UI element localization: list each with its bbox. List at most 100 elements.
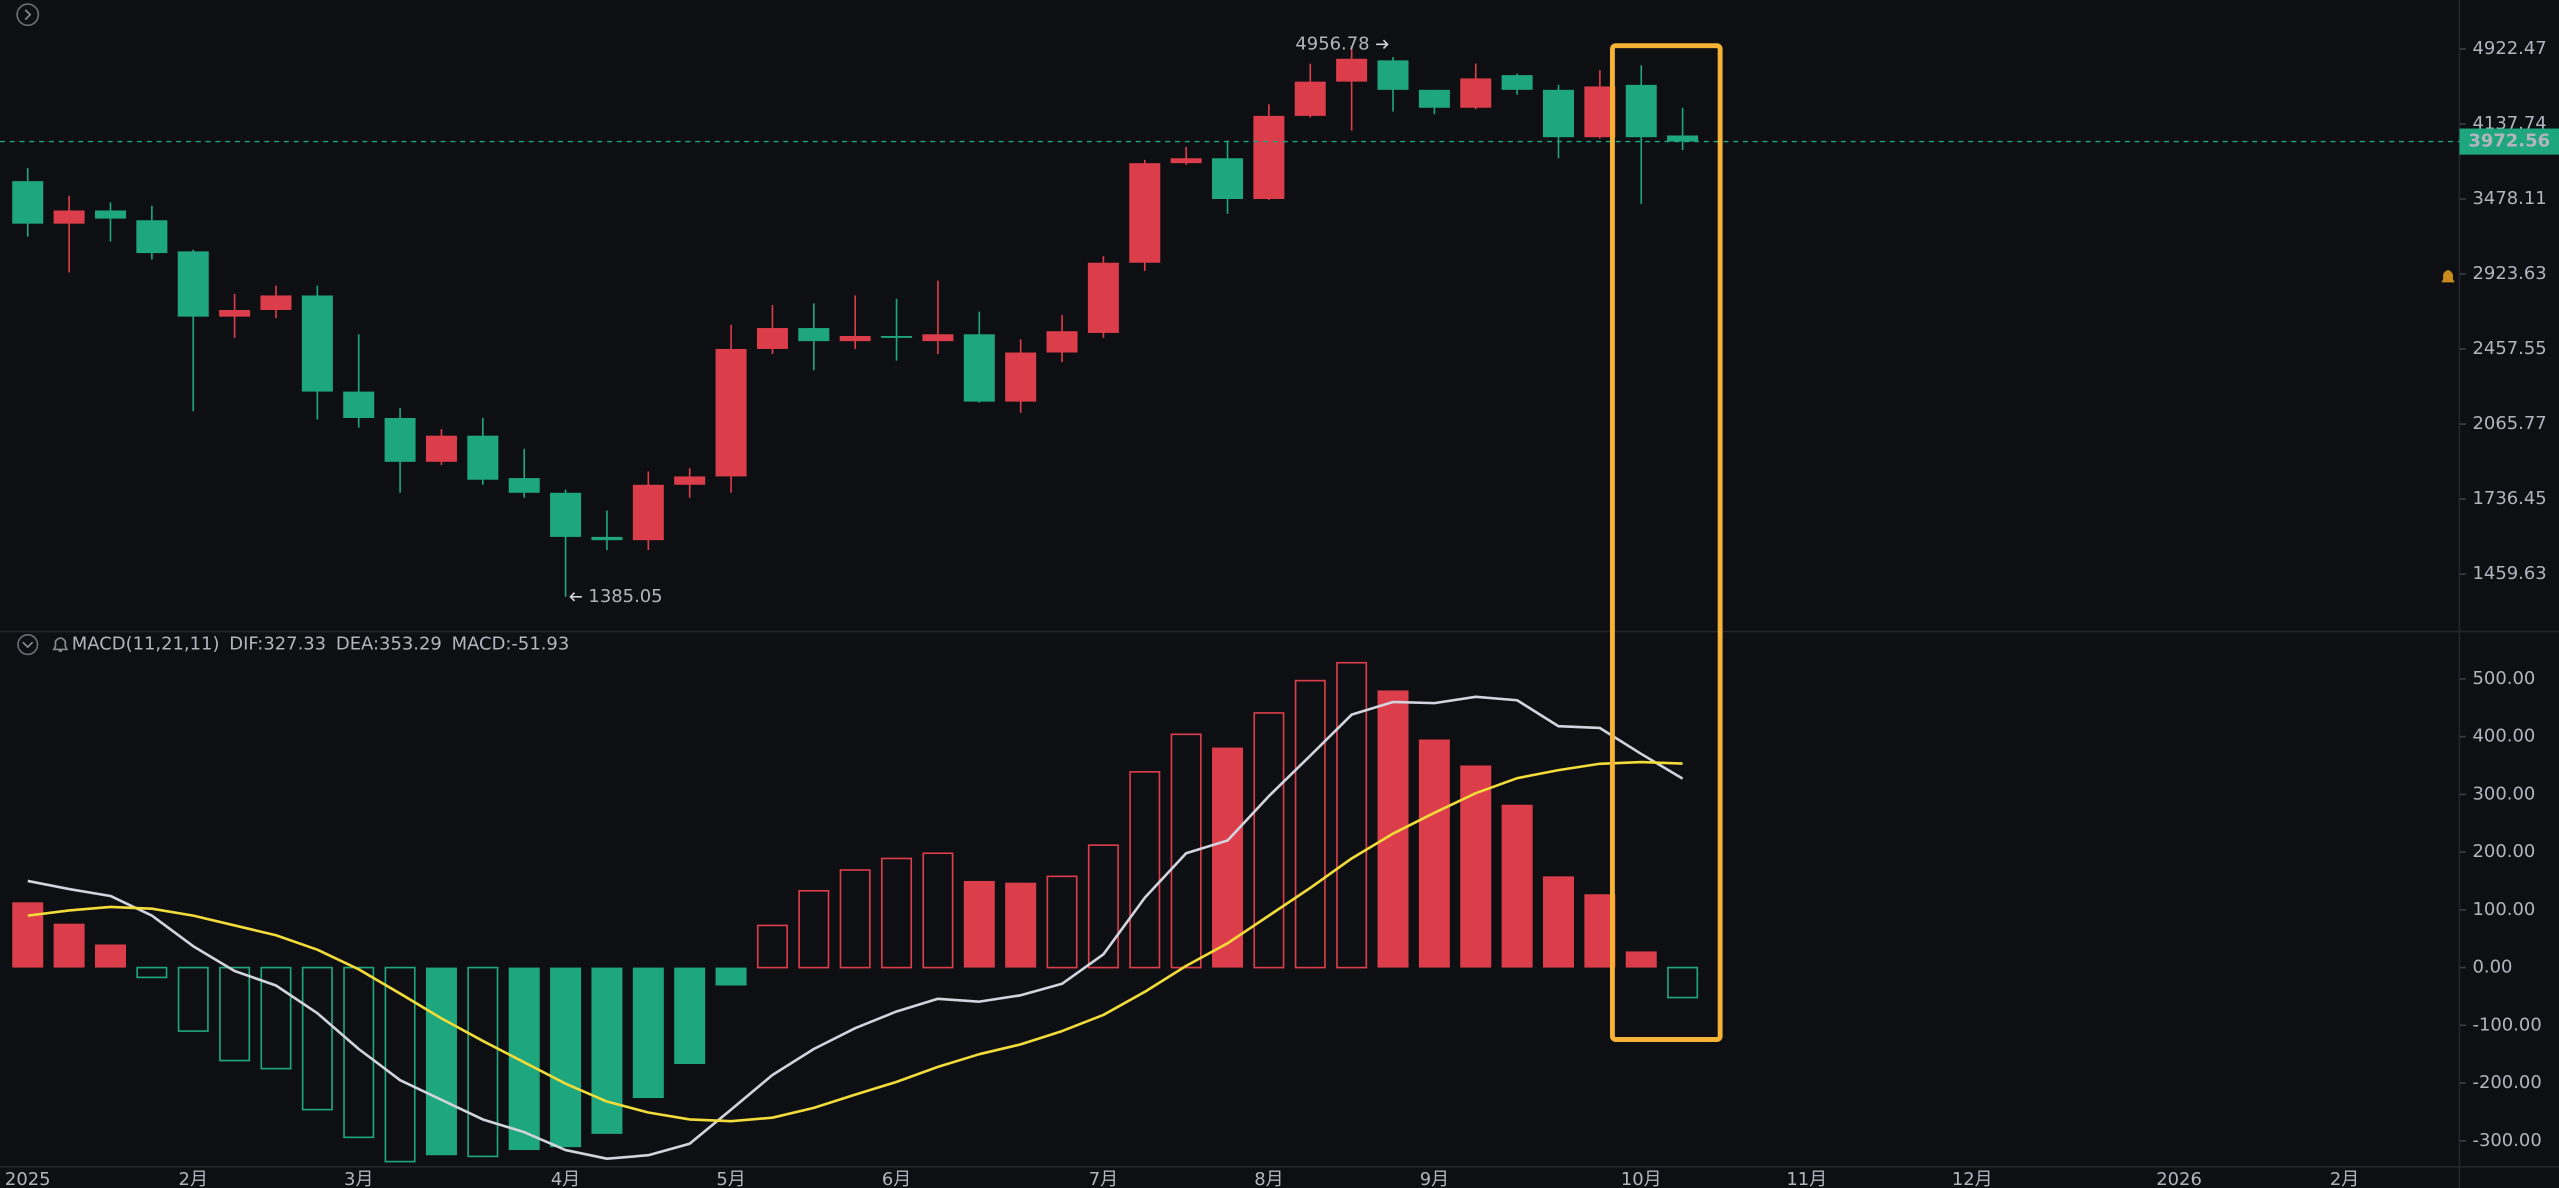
histogram-bar: [177, 966, 209, 1032]
x-tick-label: 7月: [1089, 1169, 1118, 1188]
last-price-box: [2459, 128, 2559, 155]
last-price-label: 3972.56: [2468, 131, 2550, 152]
macd-collapse-icon[interactable]: [17, 633, 39, 656]
y-tick-label: -200.00: [2473, 1072, 2542, 1093]
histogram-bar: [550, 967, 582, 1148]
marks: 4922.474137.743478.112923.632457.552065.…: [0, 33, 2559, 1188]
histogram-bar: [508, 967, 540, 1151]
histogram-bar: [963, 880, 995, 968]
histogram-bar: [756, 924, 788, 969]
y-tick-label: 2065.77: [2473, 413, 2547, 434]
candle-body: [1542, 89, 1574, 138]
x-tick-label: 5月: [716, 1169, 745, 1188]
low-label: 1385.05: [588, 586, 662, 607]
histogram-bar: [467, 966, 499, 1158]
histogram-bar: [219, 966, 251, 1062]
x-tick-label: 2月: [179, 1169, 208, 1188]
histogram-bar: [591, 967, 623, 1134]
y-tick-label: 2923.63: [2473, 263, 2547, 284]
x-tick-label: 3月: [344, 1169, 373, 1188]
histogram-bar: [1087, 844, 1119, 969]
candle-body: [632, 484, 664, 541]
candle-body: [674, 476, 706, 485]
histogram-bar: [425, 967, 457, 1156]
candle-body: [881, 335, 913, 338]
candle-body: [53, 210, 85, 224]
collapse-icon[interactable]: [16, 3, 40, 27]
histogram-bar: [922, 852, 954, 969]
x-tick-label: 8月: [1254, 1169, 1283, 1188]
histogram-bar: [1542, 876, 1574, 968]
histogram-bar: [839, 869, 871, 969]
candle-body: [839, 335, 871, 342]
candle-body: [343, 391, 375, 419]
candle-body: [219, 310, 251, 317]
x-tick-label: 9月: [1420, 1169, 1449, 1188]
alert-marker[interactable]: [2441, 270, 2455, 283]
histogram-bar: [1253, 712, 1285, 969]
candle-body: [1212, 158, 1244, 200]
low-arrow: [569, 592, 582, 602]
histogram-bar: [1501, 804, 1533, 968]
candle-body: [508, 478, 540, 493]
histogram-bar: [798, 889, 830, 969]
candle-body: [550, 492, 582, 537]
histogram-bar: [53, 923, 85, 968]
y-tick-label: 300.00: [2473, 783, 2536, 804]
histogram-bar: [715, 967, 747, 986]
histogram-bar: [384, 966, 416, 1163]
high-label: 4956.78: [1295, 33, 1369, 54]
candle-body: [136, 220, 168, 254]
candle-body: [591, 536, 623, 541]
candle-body: [260, 295, 292, 311]
candle-body: [12, 181, 44, 224]
icon-chevron: [24, 9, 32, 21]
candle-body: [1087, 262, 1119, 333]
x-tick-label: 12月: [1952, 1169, 1993, 1188]
histogram-bar: [301, 966, 333, 1111]
x-tick-label: 2026: [2156, 1169, 2202, 1188]
candle-body: [922, 334, 954, 342]
y-tick-label: 1459.63: [2473, 563, 2547, 584]
histogram-bar: [136, 966, 168, 979]
alert-icon[interactable]: [52, 637, 69, 652]
candle-body: [1625, 84, 1657, 138]
histogram-bar: [1460, 765, 1492, 968]
histogram-bar: [1212, 747, 1244, 968]
candle-body: [1170, 158, 1202, 164]
histogram-bar: [632, 967, 664, 1099]
histogram-bar: [260, 966, 292, 1070]
x-tick-label: 2月: [2330, 1169, 2359, 1188]
candle-body: [715, 348, 747, 477]
y-tick-label: 200.00: [2473, 841, 2536, 862]
candle-body: [798, 328, 830, 342]
indicator-line: [27, 760, 1683, 1123]
candle-body: [1005, 352, 1037, 402]
candle-body: [384, 418, 416, 462]
icon-circle: [17, 633, 39, 656]
histogram-bar: [94, 944, 126, 968]
y-tick-label: 400.00: [2473, 726, 2536, 747]
histogram-bar: [674, 967, 706, 1065]
candle-body: [94, 210, 126, 219]
y-tick-label: 0.00: [2473, 957, 2513, 978]
candle-body: [1294, 81, 1326, 116]
candle-body: [301, 295, 333, 392]
histogram-bar: [12, 902, 44, 968]
candle-body: [1667, 135, 1699, 142]
high-arrow: [1376, 39, 1389, 49]
candle-body: [1046, 331, 1078, 353]
y-tick-label: 1736.45: [2473, 488, 2547, 509]
x-tick-label: 6月: [882, 1169, 911, 1188]
legend-entry: MACD:-51.93: [452, 634, 570, 655]
icon-chevron: [22, 641, 34, 649]
histogram-bar: [1336, 661, 1368, 969]
histogram-bar: [1625, 951, 1657, 968]
indicator-line: [27, 695, 1684, 1161]
candle-body: [963, 334, 995, 402]
candle-body: [177, 251, 209, 317]
y-tick-label: -300.00: [2473, 1130, 2542, 1151]
icon-circle: [16, 3, 40, 27]
